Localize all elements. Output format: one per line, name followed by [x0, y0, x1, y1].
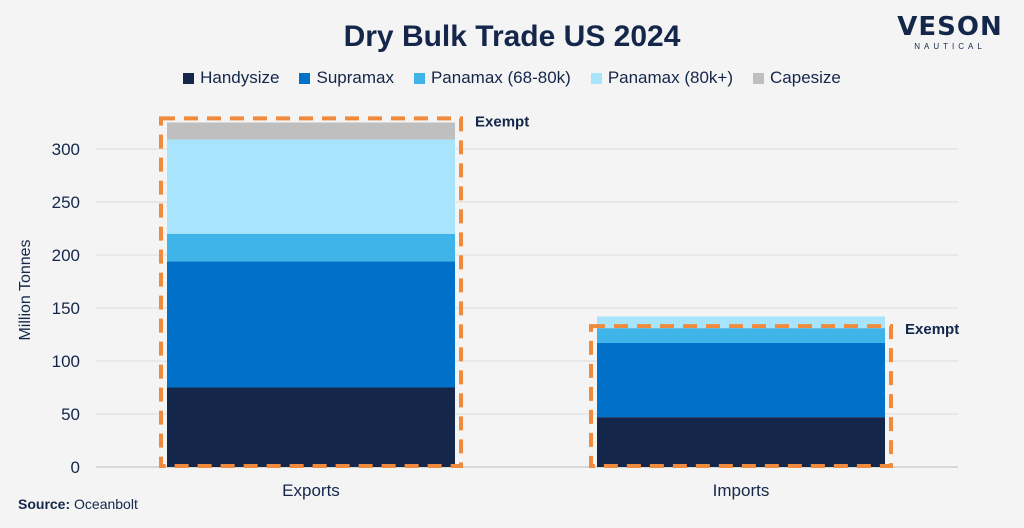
y-tick-label: 100 [52, 352, 80, 371]
veson-logo: VESON NAUTICAL [895, 12, 1005, 52]
legend-swatch [299, 72, 311, 84]
source-value: Oceanbolt [74, 496, 138, 512]
legend-swatch [183, 72, 195, 84]
legend-label: Panamax (68-80k) [430, 68, 571, 87]
chart-title: Dry Bulk Trade US 2024 [343, 20, 681, 53]
y-tick-label: 300 [52, 140, 80, 159]
legend-label: Panamax (80k+) [607, 68, 734, 87]
x-category-label: Exports [282, 481, 340, 500]
legend-item-supramax: Supramax [299, 68, 394, 88]
y-tick-label: 200 [52, 246, 80, 265]
source-note: Source: Oceanbolt [18, 496, 138, 512]
legend-item-panamax-68-80k: Panamax (68-80k) [413, 68, 571, 88]
legend-swatch [590, 72, 602, 84]
legend-label: Handysize [200, 68, 280, 87]
legend-swatch [413, 72, 425, 84]
exempt-label: Exempt [475, 113, 529, 130]
exempt-box [589, 324, 893, 469]
bar-segment [167, 261, 455, 388]
bar-segment [167, 233, 455, 262]
bar-segment [597, 342, 885, 418]
legend-item-panamax-80k-plus: Panamax (80k+) [590, 68, 734, 88]
legend-label: Supramax [316, 68, 394, 87]
bar-segment [597, 328, 885, 343]
bar-segment [167, 139, 455, 234]
bar-segment [167, 387, 455, 467]
legend-swatch [753, 72, 765, 84]
y-tick-label: 0 [71, 458, 80, 477]
logo-subtitle: NAUTICAL [914, 42, 986, 51]
exempt-label: Exempt [905, 321, 959, 338]
legend-label: Capesize [770, 68, 841, 87]
y-tick-label: 50 [61, 405, 80, 424]
source-label: Source: [18, 496, 71, 512]
legend-item-handysize: Handysize [183, 68, 279, 88]
y-tick-label: 250 [52, 193, 80, 212]
bar-segment [167, 122, 455, 140]
exempt-box [159, 116, 463, 468]
x-category-label: Imports [713, 481, 770, 500]
y-tick-label: 150 [52, 299, 80, 318]
legend: Handysize Supramax Panamax (68-80k) Pana… [0, 68, 1024, 88]
bar-segment [597, 316, 885, 329]
legend-item-capesize: Capesize [753, 68, 841, 88]
bar-segment [597, 417, 885, 467]
logo-wordmark: VESON [897, 12, 1003, 42]
